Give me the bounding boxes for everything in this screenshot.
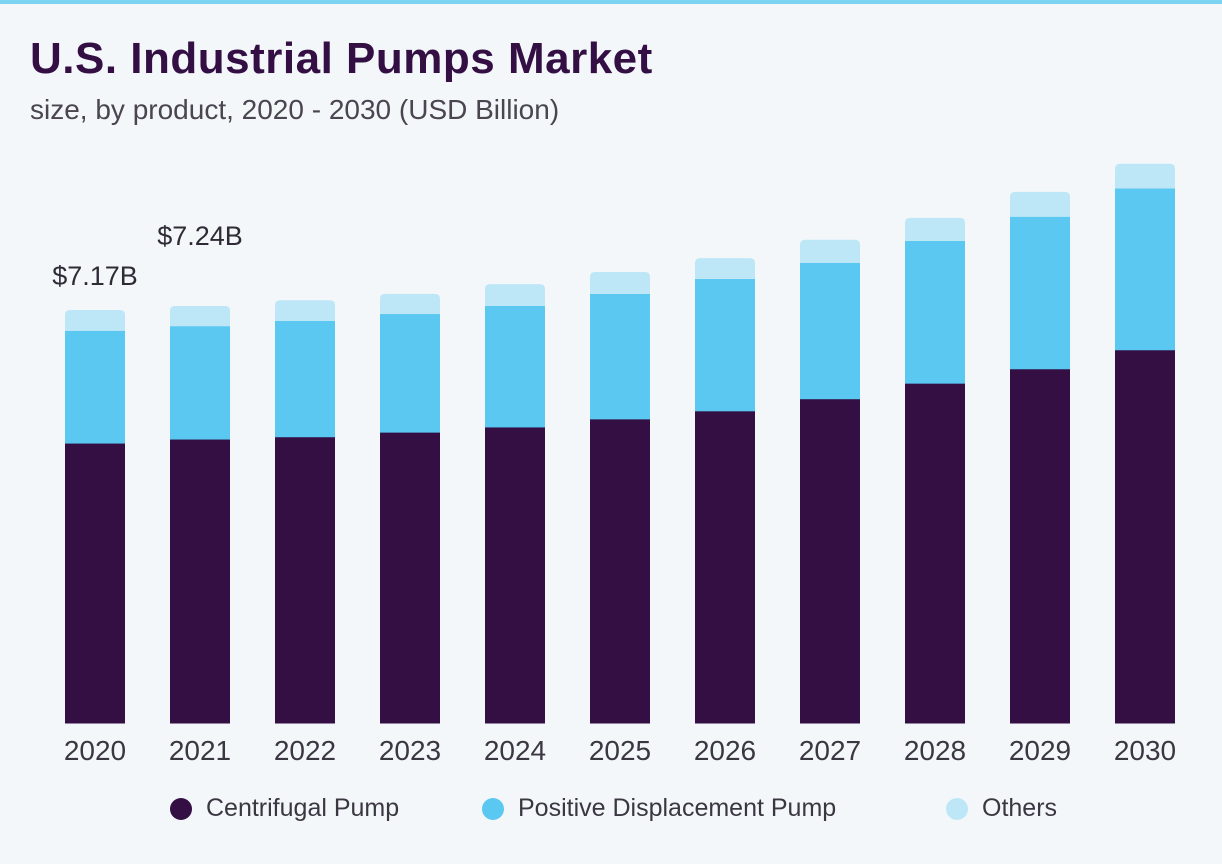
x-tick-label: 2023: [379, 735, 441, 766]
legend-item-centrifugal: Centrifugal Pump: [170, 794, 399, 823]
bar-segment-positive-displacement-pump: [800, 262, 860, 400]
legend-swatch-positive-displacement: [482, 797, 504, 820]
x-tick-label: 2028: [904, 735, 966, 766]
bar-segment-others: [485, 284, 545, 306]
legend-label: Positive Displacement Pump: [518, 794, 837, 822]
bar-segment-positive-displacement-pump: [275, 320, 335, 438]
chart-title: U.S. Industrial Pumps Market: [30, 34, 653, 83]
bar-segment-centrifugal-pump: [695, 410, 755, 724]
bar-segment-others: [170, 305, 230, 327]
legend-item-positive-displacement: Positive Displacement Pump: [482, 794, 836, 823]
bar-segment-positive-displacement-pump: [695, 278, 755, 412]
x-tick-label: 2025: [589, 735, 651, 766]
x-tick-label: 2027: [799, 735, 861, 766]
legend: Centrifugal Pump Positive Displacement P…: [0, 794, 1222, 830]
bar-segment-centrifugal-pump: [275, 436, 335, 724]
bar-segment-others: [905, 217, 965, 241]
bar-segment-centrifugal-pump: [590, 418, 650, 724]
x-tick-label: 2026: [694, 735, 756, 766]
bar-segment-others: [1010, 191, 1070, 217]
bar-segment-positive-displacement-pump: [590, 293, 650, 420]
bar-segment-positive-displacement-pump: [485, 305, 545, 428]
x-tick-label: 2022: [274, 735, 336, 766]
x-tick-label: 2020: [64, 735, 126, 766]
legend-label: Centrifugal Pump: [206, 794, 400, 822]
x-tick-label: 2021: [169, 735, 231, 766]
bar-segment-others: [275, 300, 335, 321]
legend-swatch-others: [946, 797, 968, 820]
bar-segment-others: [1115, 163, 1175, 189]
x-tick-label: 2024: [484, 735, 546, 766]
bar-segment-positive-displacement-pump: [170, 326, 230, 440]
bar-segment-centrifugal-pump: [1115, 349, 1175, 724]
bar-segment-centrifugal-pump: [65, 443, 125, 724]
top-accent-line: [0, 0, 1222, 4]
legend-label: Others: [982, 794, 1058, 822]
x-tick-label: 2029: [1009, 735, 1071, 766]
bar-segment-positive-displacement-pump: [380, 314, 440, 433]
bar-segment-others: [380, 293, 440, 315]
bar-segment-centrifugal-pump: [1010, 368, 1070, 724]
bar-segment-others: [695, 258, 755, 279]
bar-segment-others: [590, 271, 650, 294]
bar-segment-centrifugal-pump: [905, 383, 965, 724]
bar-segment-others: [65, 310, 125, 331]
bar-segment-positive-displacement-pump: [65, 330, 125, 444]
bar-segment-centrifugal-pump: [170, 439, 230, 724]
bar-segment-positive-displacement-pump: [1115, 188, 1175, 351]
bar-segment-positive-displacement-pump: [1010, 216, 1070, 370]
bar-segment-centrifugal-pump: [485, 426, 545, 724]
total-value-label: $7.24B: [157, 221, 243, 251]
chart-subtitle: size, by product, 2020 - 2030 (USD Billi…: [30, 94, 560, 125]
legend-item-others: Others: [946, 794, 1057, 823]
total-value-label: $7.17B: [52, 261, 138, 291]
bar-segment-centrifugal-pump: [380, 432, 440, 724]
bar-segment-centrifugal-pump: [800, 398, 860, 724]
bar-segment-positive-displacement-pump: [905, 240, 965, 384]
bar-segment-others: [800, 239, 860, 263]
legend-swatch-centrifugal: [170, 797, 192, 820]
x-tick-label: 2030: [1114, 735, 1176, 766]
